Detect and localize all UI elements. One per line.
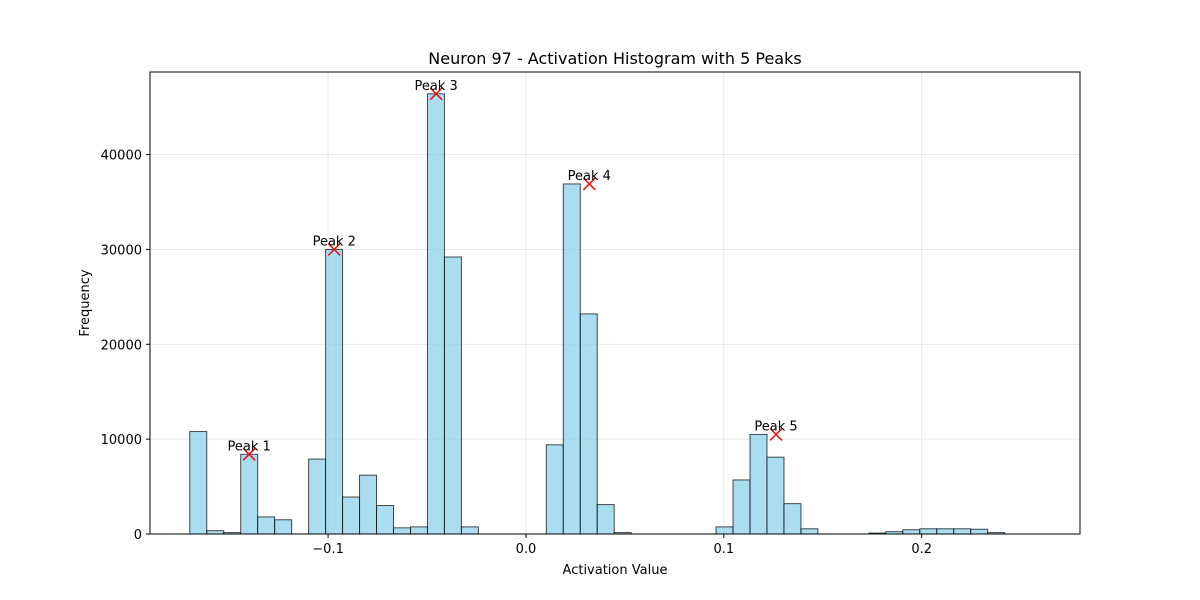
chart-title: Neuron 97 - Activation Histogram with 5 … <box>428 49 801 68</box>
peak-marker <box>242 447 256 461</box>
y-tick-label: 0 <box>134 528 142 543</box>
histogram-bar <box>325 248 344 535</box>
grid-layer <box>150 72 1080 535</box>
histogram-bar <box>257 516 276 535</box>
y-tick-label: 30000 <box>101 243 142 258</box>
peak-marker <box>429 87 443 101</box>
x-tick-label: 0.1 <box>713 542 734 557</box>
histogram-bar <box>749 433 768 535</box>
histogram-bar <box>579 313 598 535</box>
histogram-bar <box>902 529 921 535</box>
histogram-bar <box>919 528 938 535</box>
histogram-bar <box>376 505 395 535</box>
x-tick-label: −0.1 <box>312 542 344 557</box>
peak-label: Peak 4 <box>568 169 611 184</box>
histogram-bar <box>274 519 293 535</box>
histogram-bar <box>936 528 955 535</box>
histogram-bar <box>715 526 734 535</box>
histogram-bar <box>359 474 378 535</box>
bars-layer <box>189 93 1006 535</box>
histogram-bar <box>783 503 802 535</box>
y-tick-label: 20000 <box>101 338 142 353</box>
histogram-bar <box>409 526 428 535</box>
histogram-bar <box>766 456 785 535</box>
histogram-bar <box>562 183 581 535</box>
y-tick-label: 10000 <box>101 433 142 448</box>
peak-label: Peak 5 <box>754 419 797 434</box>
histogram-bar <box>460 526 479 535</box>
histogram-bar <box>240 453 259 535</box>
histogram-bar <box>953 528 972 535</box>
y-axis-label: Frequency <box>78 269 93 336</box>
histogram-bar <box>732 479 751 535</box>
histogram-bar <box>342 496 361 535</box>
x-tick-label: 0.0 <box>516 542 537 557</box>
x-axis-label: Activation Value <box>563 563 668 578</box>
histogram-bar <box>393 527 411 535</box>
histogram-bar <box>596 504 615 535</box>
histogram-bar <box>800 528 819 535</box>
peak-marker <box>769 427 783 441</box>
ticks-layer: −0.1 0.0 0.1 0.2 0 10000 20000 30000 40000 <box>101 149 932 557</box>
histogram-bar <box>426 93 445 535</box>
histogram-bar <box>970 528 989 535</box>
peak-label: Peak 2 <box>313 234 356 249</box>
peaks-layer: Peak 1 Peak 2 Peak 3 Peak 4 Peak 5 <box>227 79 798 461</box>
peak-marker <box>582 177 596 191</box>
histogram-bar <box>443 256 462 535</box>
peak-label: Peak 3 <box>414 79 457 94</box>
histogram-bar <box>189 431 208 535</box>
y-tick-label: 40000 <box>101 149 142 164</box>
plot-frame <box>149 71 1081 535</box>
peak-label: Peak 1 <box>227 439 270 454</box>
x-tick-label: 0.2 <box>911 542 932 557</box>
histogram-bar <box>545 444 564 535</box>
histogram-bar <box>308 458 327 535</box>
peak-marker <box>327 242 341 256</box>
